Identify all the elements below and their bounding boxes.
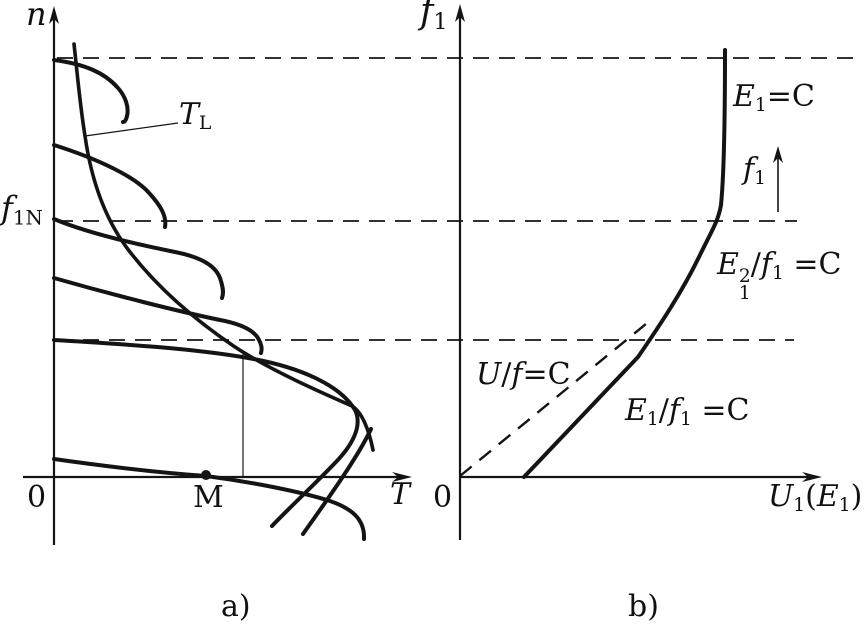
motor-curve-6 <box>52 457 367 541</box>
operating-point-label: M <box>193 480 224 515</box>
motor-curve-1 <box>52 58 130 124</box>
e1-const-label: E1=C <box>733 79 815 117</box>
load-torque-curve <box>72 42 375 452</box>
operating-point-dot <box>201 470 211 480</box>
voltage-frequency-curve <box>522 48 727 479</box>
panel-b-axis-arrows <box>455 4 822 482</box>
panel-a-caption: a) <box>221 589 251 624</box>
panel-b-y-axis-label: f1 <box>420 0 448 36</box>
panel-a-origin-label: 0 <box>27 480 47 515</box>
load-torque-label: TL <box>179 97 212 135</box>
motor-curve-3 <box>52 217 226 300</box>
u-over-f-dashed-line <box>459 318 653 477</box>
f1-direction-arrowhead <box>773 146 783 163</box>
panel-a-y-axis-label: n <box>26 0 47 33</box>
motor-curve-2 <box>52 143 168 229</box>
e1sq-over-f1-label: E 2 1/f1 =C <box>717 247 842 305</box>
panel-b-axes <box>458 10 810 540</box>
panel-a-motor-curves <box>52 58 373 541</box>
rated-frequency-mark: f1N <box>1 189 43 230</box>
panel-a-y-arrowhead <box>49 6 59 24</box>
dashed-reference-lines <box>57 57 856 341</box>
e1-over-f1-label: E1/f1 =C <box>625 393 750 431</box>
motor-curve-5 <box>52 338 360 528</box>
panel-b-y-arrowhead <box>455 4 465 22</box>
panel-b-x-axis-label: U1(E1) <box>768 479 863 517</box>
panel-a-x-axis-label: T <box>390 477 411 512</box>
u-over-f-label: U/f=C <box>476 357 571 392</box>
panel-b-origin-label: 0 <box>433 480 453 515</box>
panel-a-axis-arrows <box>49 6 412 482</box>
motor-curve-4 <box>52 276 264 355</box>
panel-b-caption: b) <box>628 589 659 624</box>
panel-a-x-arrowhead <box>392 472 412 482</box>
panel-b-x-arrowhead <box>802 472 822 482</box>
f1-rising-label: f1 <box>743 152 766 190</box>
motor-curve-lower-branch <box>301 427 373 536</box>
load-label-leader-line <box>84 122 179 137</box>
